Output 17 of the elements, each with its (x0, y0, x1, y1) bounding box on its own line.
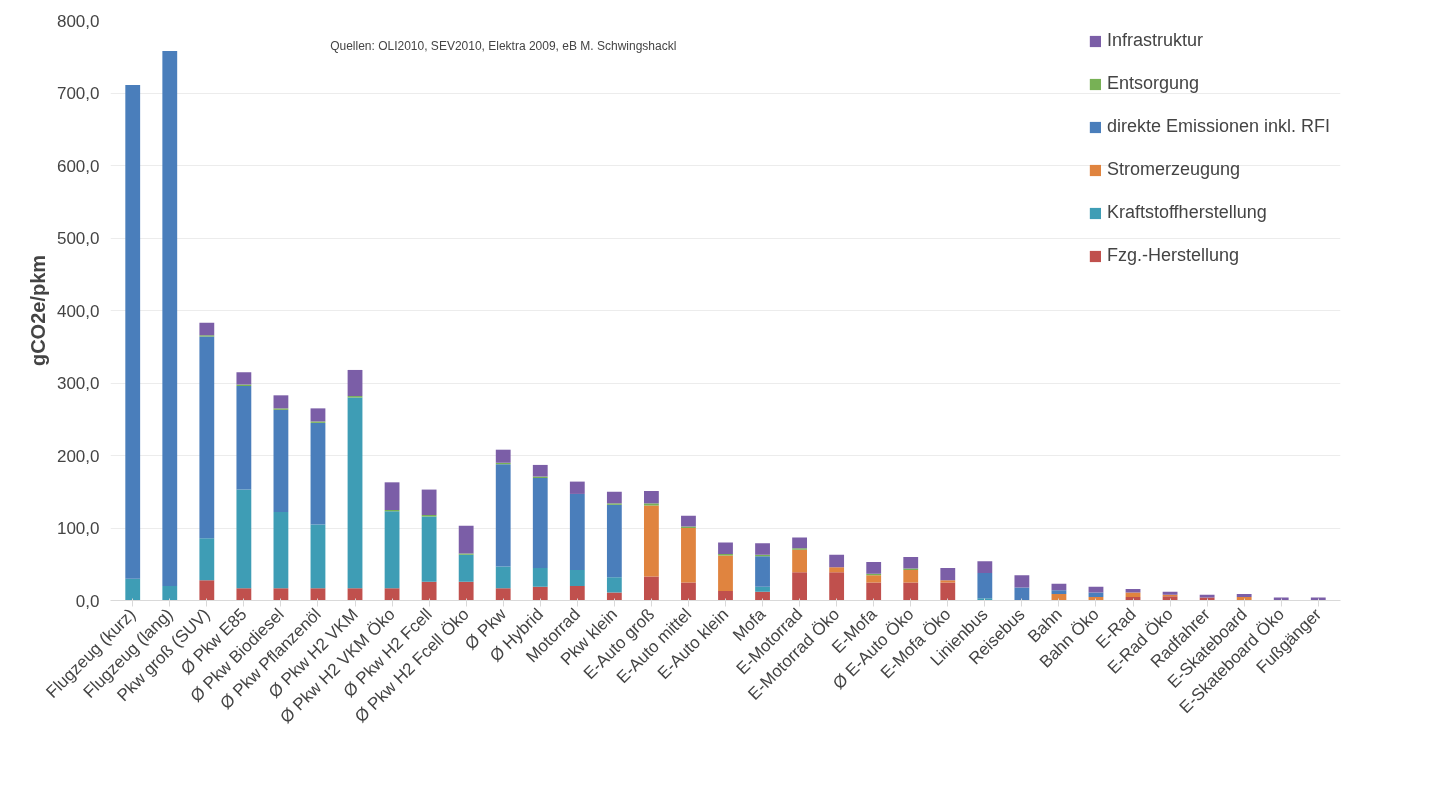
legend-label: Entsorgung (1106, 73, 1199, 94)
y-tick-label: 200,0 (56, 446, 100, 466)
y-tick-label: 300,0 (56, 374, 100, 393)
y-tick-label: 400,0 (56, 301, 100, 321)
annotation: Quellen: OLI2010, SEV2010, Elektra 2009, eB M. Schwingshackl (330, 38, 677, 53)
legend-label: Fzg.-Herstellung (1106, 245, 1239, 266)
y-tick-label: 500,0 (56, 229, 100, 248)
legend-label: Infrastruktur (1106, 30, 1203, 51)
y-tick-label: 600,0 (56, 156, 100, 176)
y-tick-label: 100,0 (56, 519, 100, 538)
legend-label: Stromerzeugung (1106, 159, 1240, 180)
y-tick-label: 800,0 (56, 11, 100, 31)
y-tick-label: 700,0 (56, 84, 100, 103)
y-axis-title: gCO2e/pkm (26, 254, 49, 367)
legend-label: Kraftstoffherstellung (1106, 202, 1267, 223)
legend-label: direkte Emissionen inkl. RFI (1106, 116, 1330, 137)
y-tick-label: 0,0 (75, 591, 100, 611)
